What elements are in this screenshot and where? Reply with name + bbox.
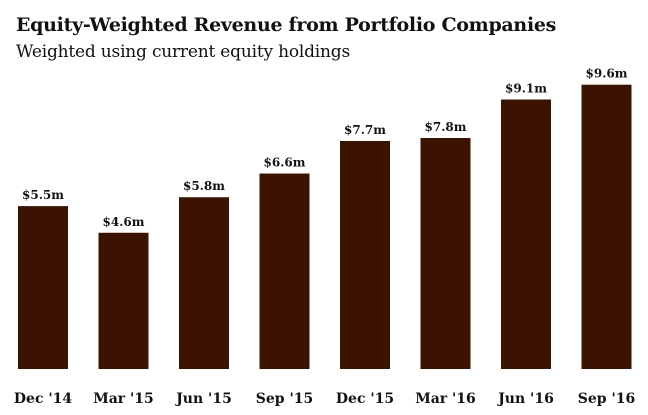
value-label-2: $5.8m: [183, 179, 225, 193]
value-label-4: $7.7m: [344, 123, 386, 137]
value-label-3: $6.6m: [264, 156, 306, 170]
x-tick-label-2: Jun '15: [174, 391, 232, 407]
bar-0: [18, 206, 68, 369]
x-tick-label-5: Mar '16: [415, 391, 476, 407]
x-tick-label-4: Dec '15: [336, 391, 394, 407]
chart-title: Equity-Weighted Revenue from Portfolio C…: [16, 14, 557, 36]
x-tick-label-7: Sep '16: [578, 391, 635, 407]
bar-4: [340, 140, 390, 369]
x-tick-label-1: Mar '15: [93, 391, 154, 407]
value-label-6: $9.1m: [505, 82, 547, 96]
x-tick-label-6: Jun '16: [496, 391, 554, 407]
x-tick-label-3: Sep '15: [256, 391, 313, 407]
bar-7: [581, 84, 632, 369]
bar-1: [98, 232, 149, 369]
x-tick-label-0: Dec '14: [14, 391, 72, 407]
bar-3: [259, 173, 310, 369]
chart-subtitle: Weighted using current equity holdings: [16, 42, 350, 62]
value-label-5: $7.8m: [425, 120, 467, 134]
value-label-7: $9.6m: [586, 67, 628, 81]
bar-6: [501, 99, 551, 369]
bar-5: [420, 138, 471, 369]
bar-2: [179, 197, 229, 369]
value-label-0: $5.5m: [22, 188, 64, 202]
value-label-1: $4.6m: [103, 215, 145, 229]
